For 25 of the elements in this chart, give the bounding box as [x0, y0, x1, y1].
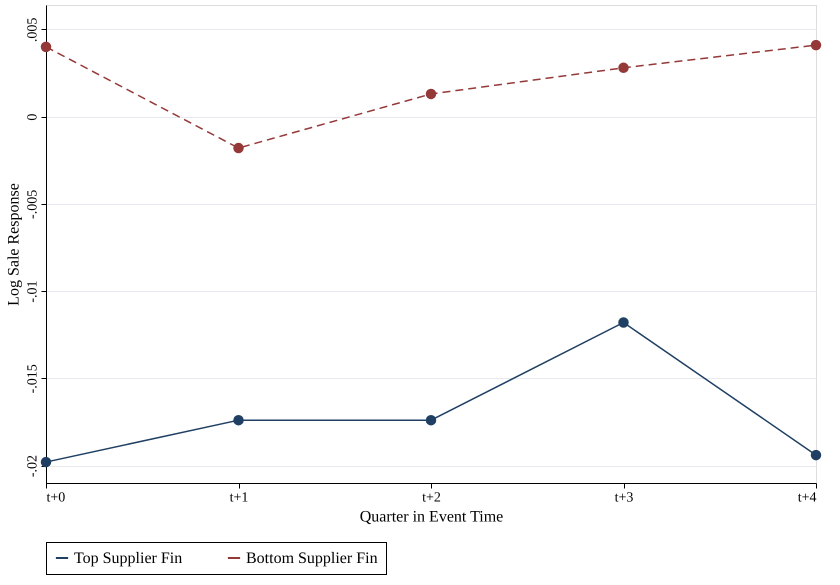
- x-tick-label: t+3: [614, 490, 634, 506]
- point: [426, 414, 436, 426]
- y-tick-label: -.015: [26, 364, 40, 394]
- point: [426, 88, 436, 100]
- y-tick-label: 0: [26, 114, 40, 121]
- legend-label: Bottom Supplier Fin: [246, 550, 378, 567]
- x-tick-label: t+1: [230, 490, 248, 506]
- point: [618, 317, 629, 328]
- y-tick-label: -.01: [26, 280, 40, 303]
- point: [233, 414, 244, 426]
- point: [810, 450, 822, 460]
- x-tick-label: t+2: [422, 490, 441, 506]
- point: [618, 62, 629, 74]
- y-tick-label: -.02: [26, 454, 40, 478]
- x-tick-label: t+4: [798, 490, 816, 506]
- point: [40, 42, 52, 52]
- x-axis-title: Quarter in Event Time: [360, 508, 504, 526]
- point: [40, 456, 52, 468]
- y-tick-label: .005: [26, 18, 40, 42]
- y-axis-title: Log Sale Response: [6, 183, 22, 306]
- point: [233, 142, 244, 154]
- legend-label: Top Supplier Fin: [74, 550, 182, 567]
- x-tick-label: t+0: [46, 490, 66, 506]
- point: [810, 40, 822, 50]
- y-tick-label: -.005: [26, 190, 40, 219]
